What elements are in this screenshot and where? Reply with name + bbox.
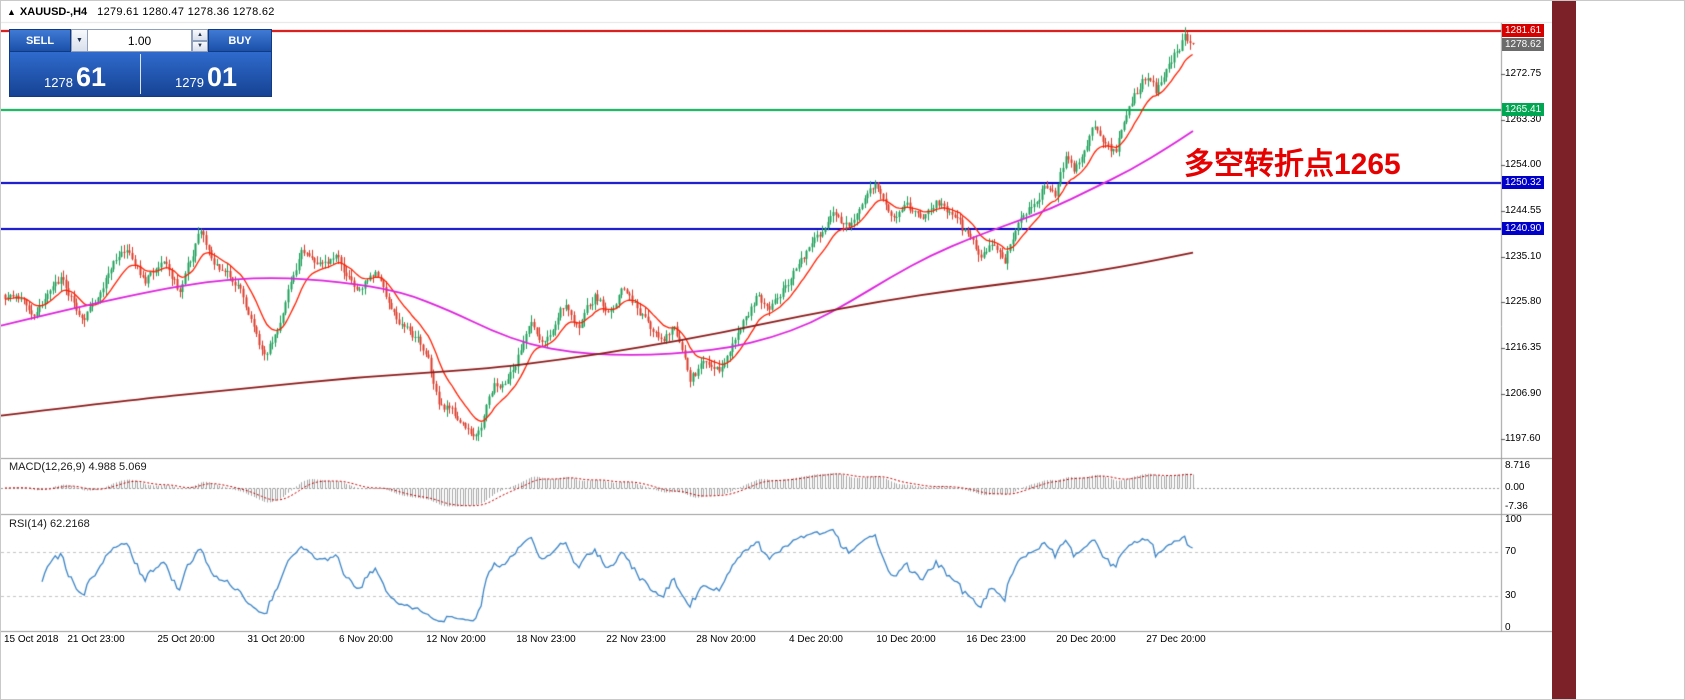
bid-price-display[interactable]: 1278 61 — [10, 52, 140, 96]
price-tag-label: 1265.41 — [1502, 103, 1545, 116]
price-tick-label: 1272.75 — [1505, 68, 1542, 79]
volume-input[interactable] — [88, 29, 192, 52]
time-tick-label: 31 Oct 20:00 — [247, 634, 305, 645]
sell-button[interactable]: SELL — [9, 29, 71, 52]
rsi-axis-label: 0 — [1505, 622, 1511, 633]
chart-annotation-text: 多空转折点1265 — [1184, 148, 1401, 181]
chart-title: ▲ XAUUSD-,H4 1279.61 1280.47 1278.36 1278.… — [7, 6, 275, 18]
price-tick-label: 1225.80 — [1505, 296, 1542, 307]
time-tick-label: 4 Dec 20:00 — [789, 634, 843, 645]
bid-ask-divider — [140, 54, 141, 94]
ask-price-display[interactable]: 1279 01 — [141, 52, 271, 96]
time-tick-label: 10 Dec 20:00 — [876, 634, 936, 645]
ask-pip-digits: 01 — [206, 62, 237, 93]
time-tick-label: 15 Oct 2018 — [4, 634, 59, 645]
time-tick-label: 21 Oct 23:00 — [67, 634, 125, 645]
chart-symbol-label: XAUUSD-,H4 — [19, 6, 88, 18]
price-chart-canvas[interactable] — [1, 1, 1553, 653]
price-tick-label: 1216.35 — [1505, 342, 1542, 353]
time-tick-label: 27 Dec 20:00 — [1146, 634, 1206, 645]
bid-main-digits: 1278 — [44, 75, 73, 90]
ask-main-digits: 1279 — [175, 75, 204, 90]
trade-options-dropdown-button[interactable]: ▼ — [71, 29, 88, 52]
rsi-indicator-label: RSI(14) 62.2168 — [9, 518, 90, 530]
price-tag-label: 1240.90 — [1502, 222, 1545, 235]
one-click-trading-panel: SELL ▼ ▲ ▼ BUY 1278 61 1279 01 — [9, 29, 272, 97]
time-tick-label: 16 Dec 23:00 — [966, 634, 1026, 645]
buy-button[interactable]: BUY — [208, 29, 272, 52]
window-edge-strip — [1552, 1, 1576, 699]
time-tick-label: 12 Nov 20:00 — [426, 634, 486, 645]
price-tick-label: 1263.30 — [1505, 114, 1542, 125]
chart-symbol-icon: ▲ — [7, 7, 16, 17]
price-scale[interactable]: 1272.75 1263.30 1254.00 1244.55 1235.10 1225.… — [1501, 1, 1553, 653]
time-tick-label: 18 Nov 23:00 — [516, 634, 576, 645]
time-scale[interactable]: 15 Oct 2018 21 Oct 23:00 25 Oct 20:00 31 Oc… — [1, 634, 1501, 652]
price-tag-label: 1281.61 — [1502, 24, 1545, 37]
price-tick-label: 1206.90 — [1505, 388, 1542, 399]
price-tick-label: 1235.10 — [1505, 251, 1542, 262]
macd-axis-label: 8.716 — [1505, 460, 1531, 471]
trade-controls-row: SELL ▼ ▲ ▼ BUY — [9, 29, 272, 52]
macd-indicator-label: MACD(12,26,9) 4.988 5.069 — [9, 461, 147, 473]
chevron-down-icon: ▼ — [197, 43, 203, 50]
macd-axis-label: 0.00 — [1505, 482, 1525, 493]
time-tick-label: 25 Oct 20:00 — [157, 634, 215, 645]
volume-down-button[interactable]: ▼ — [192, 40, 208, 52]
chevron-down-icon: ▼ — [76, 37, 83, 44]
chart-ohlc-values: 1279.61 1280.47 1278.36 1278.62 — [97, 6, 275, 18]
macd-axis-label: -7.36 — [1505, 501, 1528, 512]
price-tick-label: 1244.55 — [1505, 205, 1542, 216]
volume-stepper: ▲ ▼ — [192, 29, 208, 52]
price-tick-label: 1197.60 — [1505, 433, 1541, 444]
time-tick-label: 22 Nov 23:00 — [606, 634, 666, 645]
price-tag-label: 1250.32 — [1502, 176, 1545, 189]
time-tick-label: 20 Dec 20:00 — [1056, 634, 1116, 645]
chevron-up-icon: ▲ — [197, 31, 203, 38]
bid-pip-digits: 61 — [75, 62, 106, 93]
rsi-axis-label: 70 — [1505, 546, 1517, 557]
time-tick-label: 6 Nov 20:00 — [339, 634, 393, 645]
rsi-axis-label: 100 — [1505, 514, 1522, 525]
volume-up-button[interactable]: ▲ — [192, 29, 208, 41]
time-tick-label: 28 Nov 20:00 — [696, 634, 756, 645]
price-tick-label: 1254.00 — [1505, 159, 1542, 170]
rsi-axis-label: 30 — [1505, 590, 1517, 601]
price-tag-label: 1278.62 — [1502, 38, 1545, 51]
bid-ask-panel: 1278 61 1279 01 — [9, 52, 272, 97]
